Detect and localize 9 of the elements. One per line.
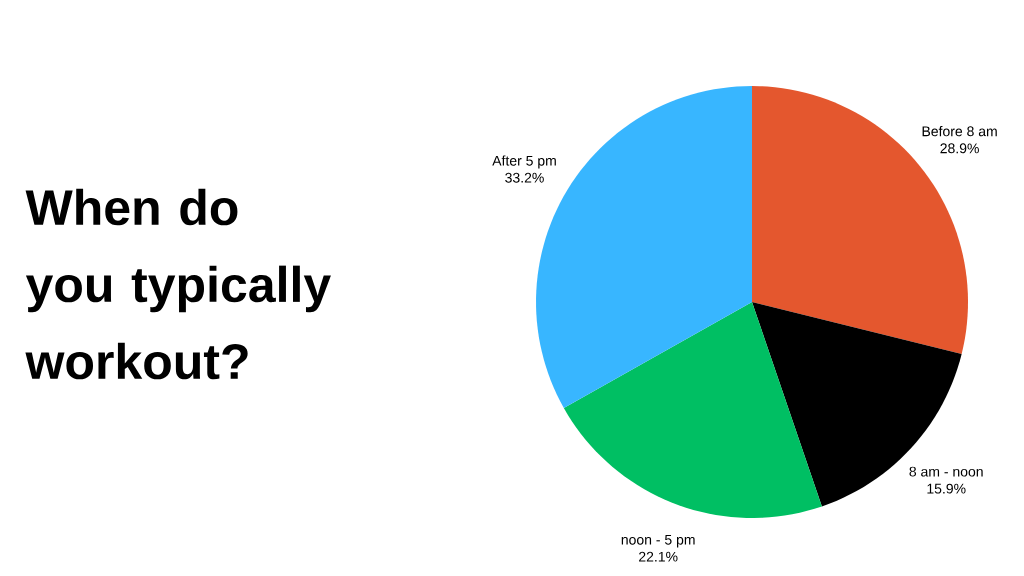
slice-label: 8 am - noon (909, 466, 983, 477)
slice-label: After 5 pm (492, 155, 556, 169)
slice-label: Before 8 am (922, 126, 997, 137)
data-label: 15.9% (927, 483, 966, 494)
text: When do you typically workout? (25, 188, 331, 380)
data-label: 22.1% (639, 551, 678, 562)
data-label: 28.9% (940, 143, 979, 154)
data-label: 33.2% (505, 172, 544, 183)
slice-label: noon - 5 pm (621, 534, 695, 548)
